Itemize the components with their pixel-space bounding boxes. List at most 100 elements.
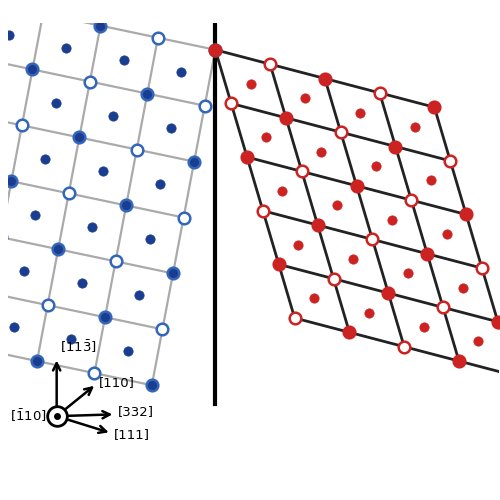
- Point: [33, 357, 41, 365]
- Point: [275, 260, 283, 268]
- Point: [376, 89, 384, 97]
- Point: [122, 202, 130, 209]
- Point: [110, 112, 118, 120]
- Point: [352, 182, 360, 190]
- Point: [212, 46, 220, 54]
- Point: [148, 381, 156, 389]
- Point: [62, 44, 70, 52]
- Point: [65, 190, 73, 198]
- Point: [392, 142, 400, 150]
- Point: [67, 335, 75, 343]
- Point: [388, 216, 396, 224]
- Point: [408, 196, 416, 204]
- Point: [154, 34, 162, 42]
- Text: [111]: [111]: [114, 428, 150, 441]
- Point: [290, 314, 298, 322]
- Point: [101, 313, 109, 321]
- Point: [227, 100, 235, 108]
- Point: [44, 301, 52, 309]
- Point: [96, 22, 104, 30]
- Point: [494, 318, 500, 326]
- Point: [330, 274, 338, 282]
- Point: [333, 202, 341, 209]
- Point: [52, 412, 60, 420]
- Point: [158, 326, 166, 334]
- Point: [365, 308, 373, 316]
- Point: [112, 258, 120, 266]
- Point: [356, 108, 364, 116]
- Point: [278, 187, 286, 195]
- Point: [243, 153, 251, 161]
- Point: [8, 178, 16, 186]
- Point: [166, 124, 174, 132]
- Point: [5, 32, 13, 40]
- Point: [246, 80, 254, 88]
- Point: [88, 224, 96, 232]
- Point: [18, 122, 26, 130]
- Point: [262, 134, 270, 141]
- Point: [302, 94, 310, 102]
- Point: [169, 270, 177, 278]
- Point: [39, 10, 47, 18]
- Point: [439, 304, 447, 312]
- Point: [52, 412, 60, 420]
- Point: [282, 114, 290, 122]
- Point: [90, 369, 98, 377]
- Point: [180, 214, 188, 222]
- Point: [28, 66, 36, 74]
- Point: [259, 206, 267, 214]
- Point: [294, 240, 302, 248]
- Point: [462, 210, 470, 218]
- Text: [$\bar{1}$10]: [$\bar{1}$10]: [10, 408, 46, 424]
- Point: [200, 102, 208, 110]
- Point: [314, 221, 322, 229]
- Point: [346, 328, 354, 336]
- Point: [76, 134, 84, 141]
- Point: [120, 56, 128, 64]
- Point: [124, 347, 132, 355]
- Point: [10, 323, 18, 331]
- Point: [298, 168, 306, 175]
- Point: [411, 123, 419, 131]
- Point: [20, 267, 28, 275]
- Text: [110]: [110]: [99, 376, 135, 390]
- Point: [446, 157, 454, 165]
- Point: [442, 230, 450, 238]
- Text: [11$\bar{3}$]: [11$\bar{3}$]: [60, 338, 96, 355]
- Point: [99, 168, 107, 175]
- Point: [420, 323, 428, 331]
- Point: [135, 292, 143, 300]
- Point: [404, 270, 412, 278]
- Point: [42, 156, 50, 164]
- Point: [384, 289, 392, 297]
- Point: [86, 78, 94, 86]
- Point: [266, 60, 274, 68]
- Point: [400, 342, 408, 350]
- Point: [318, 148, 326, 156]
- Point: [178, 68, 186, 76]
- Point: [212, 46, 220, 54]
- Point: [78, 279, 86, 287]
- Point: [474, 338, 482, 345]
- Point: [146, 236, 154, 244]
- Text: [332]: [332]: [118, 405, 154, 418]
- Point: [372, 162, 380, 170]
- Point: [133, 146, 141, 154]
- Point: [349, 255, 357, 263]
- Point: [144, 90, 152, 98]
- Point: [31, 211, 39, 219]
- Point: [336, 128, 344, 136]
- Point: [478, 264, 486, 272]
- Point: [321, 74, 329, 82]
- Point: [190, 158, 198, 166]
- Point: [0, 88, 2, 96]
- Point: [427, 176, 435, 184]
- Point: [310, 294, 318, 302]
- Point: [423, 250, 431, 258]
- Point: [54, 245, 62, 253]
- Point: [430, 103, 438, 111]
- Point: [458, 284, 466, 292]
- Point: [52, 100, 60, 108]
- Point: [0, 233, 5, 241]
- Point: [156, 180, 164, 188]
